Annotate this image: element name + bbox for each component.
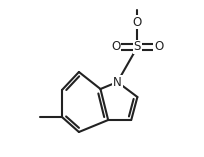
Text: O: O bbox=[154, 41, 164, 54]
Text: O: O bbox=[133, 16, 142, 29]
Text: S: S bbox=[134, 41, 141, 54]
Text: O: O bbox=[111, 41, 121, 54]
Text: N: N bbox=[113, 76, 122, 89]
